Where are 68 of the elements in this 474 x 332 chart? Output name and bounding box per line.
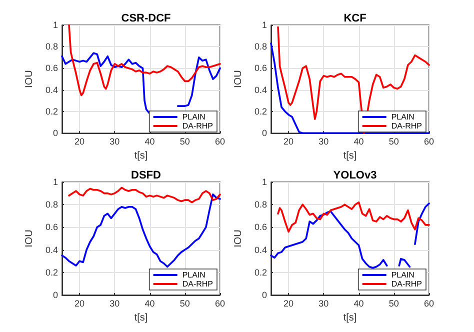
x-tick-label: 60	[214, 298, 226, 308]
x-tick-label: 40	[354, 298, 364, 308]
y-tick-label: 1	[262, 177, 267, 187]
y-tick-label: 0.4	[45, 244, 58, 255]
y-tick-label: 0.6	[254, 63, 267, 74]
y-tick-label: 1	[52, 20, 58, 30]
y-tick-label: 0.8	[45, 42, 58, 52]
x-tick-label: 20	[74, 136, 85, 147]
y-tick-label: 0.4	[45, 84, 58, 95]
x-tick-label: 30	[110, 298, 120, 308]
legend-label: DA-RHP	[182, 122, 214, 130]
line-series	[61, 194, 221, 268]
x-axis-title: t[s]	[134, 150, 148, 162]
x-axis-title: t[s]	[343, 150, 357, 162]
x-tick-label: 30	[110, 136, 120, 147]
x-tick-label: 50	[180, 136, 190, 147]
x-tick-label: 50	[388, 136, 399, 147]
chart-title: KCF	[344, 12, 367, 24]
x-tick-label: 40	[144, 136, 155, 147]
x-tick-label: 50	[388, 298, 399, 308]
x-tick-label: 30	[318, 298, 329, 308]
x-tick-label: 60	[424, 136, 434, 147]
y-tick-label: 0.8	[254, 42, 267, 52]
x-tick-label: 40	[354, 136, 364, 147]
y-tick-label: 1	[262, 20, 267, 30]
legend-label: DA-RHP	[391, 280, 422, 288]
x-tick-label: 60	[424, 298, 434, 308]
x-tick-label: 50	[180, 298, 190, 308]
y-tick-label: 0.6	[254, 222, 267, 232]
x-tick-label: 30	[318, 136, 329, 147]
chart-title: YOLOv3	[333, 170, 377, 182]
x-tick-label: 20	[284, 136, 294, 147]
y-tick-label: 0.8	[254, 200, 267, 210]
line-series	[277, 201, 430, 233]
y-tick-label: 0	[52, 128, 58, 138]
line-series	[68, 24, 221, 96]
y-axis-title: IOU	[233, 230, 244, 248]
y-axis-title: IOU	[24, 70, 36, 88]
y-tick-label: 0.2	[254, 106, 267, 116]
x-tick-label: 40	[144, 298, 155, 308]
x-tick-label: 60	[214, 136, 226, 147]
y-tick-label: 0.8	[45, 200, 58, 210]
x-tick-label: 20	[284, 298, 294, 308]
y-tick-label: 0	[262, 128, 267, 138]
y-tick-label: 0	[52, 290, 58, 300]
legend-label: DA-RHP	[182, 280, 214, 288]
chart-title: CSR-DCF	[121, 12, 172, 24]
y-tick-label: 0.2	[45, 106, 58, 116]
y-axis-title: IOU	[233, 70, 244, 88]
y-tick-label: 0.2	[254, 267, 267, 278]
legend-label: PLAIN	[182, 270, 206, 280]
legend-label: PLAIN	[182, 112, 206, 122]
x-axis-title: t[s]	[343, 312, 357, 324]
line-series	[68, 186, 221, 204]
x-tick-label: 20	[74, 298, 85, 308]
legend-label: PLAIN	[391, 270, 415, 280]
x-axis-title: t[s]	[134, 312, 148, 324]
legend-label: DA-RHP	[391, 122, 422, 130]
y-tick-label: 0.4	[254, 244, 267, 255]
y-tick-label: 0	[262, 290, 267, 300]
y-tick-label: 0.4	[254, 84, 267, 95]
y-tick-label: 1	[52, 177, 58, 187]
y-tick-label: 0.2	[45, 267, 58, 278]
y-tick-label: 0.6	[45, 222, 58, 232]
y-axis-title: IOU	[24, 230, 36, 248]
chart-title: DSFD	[131, 170, 162, 182]
y-tick-label: 0.6	[45, 63, 58, 74]
legend-label: PLAIN	[391, 112, 415, 122]
